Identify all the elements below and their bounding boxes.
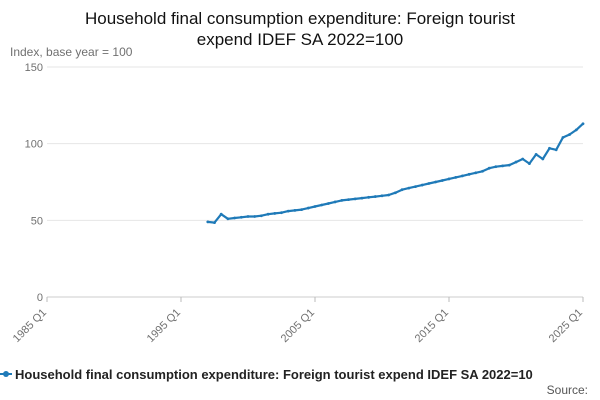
data-point — [400, 188, 404, 192]
data-point — [313, 205, 317, 208]
data-point — [521, 157, 525, 161]
series-line — [206, 122, 585, 224]
data-point — [286, 209, 290, 213]
data-point — [373, 195, 377, 198]
y-tick-label: 50 — [31, 215, 43, 227]
data-point — [320, 203, 324, 207]
data-point — [487, 166, 491, 170]
data-point — [266, 212, 270, 216]
y-axis-label: Index, base year = 100 — [10, 45, 133, 59]
data-point — [514, 160, 518, 164]
data-point — [340, 199, 344, 202]
data-point — [253, 215, 257, 218]
legend-line-marker-icon — [0, 368, 12, 380]
data-point — [367, 195, 370, 199]
data-point — [219, 212, 223, 216]
data-point — [246, 215, 250, 218]
data-point — [327, 202, 330, 205]
data-point — [233, 216, 237, 220]
x-tick-label: 2005 Q1 — [279, 307, 317, 345]
x-tick-label: 1995 Q1 — [145, 307, 183, 345]
data-point — [494, 165, 498, 169]
legend[interactable]: Household final consumption expenditure:… — [0, 365, 533, 383]
chart-title-line-2: expend IDEF SA 2022=100 — [196, 30, 404, 49]
data-point — [226, 217, 230, 221]
x-tick-label: 2025 Q1 — [547, 307, 585, 345]
data-point — [461, 174, 464, 178]
data-point — [474, 171, 478, 175]
data-point — [239, 215, 243, 219]
data-point — [467, 172, 471, 176]
data-point — [273, 212, 277, 215]
data-point — [548, 146, 551, 150]
x-tick-label: 1985 Q1 — [11, 307, 49, 345]
data-point — [434, 180, 437, 184]
data-point — [300, 208, 303, 212]
y-tick-label: 150 — [25, 62, 43, 74]
data-point — [554, 148, 558, 152]
data-point — [528, 162, 531, 166]
data-point — [333, 200, 337, 204]
data-point — [347, 198, 350, 202]
y-tick-label: 100 — [25, 139, 43, 151]
data-point — [414, 185, 417, 189]
data-point — [541, 157, 545, 161]
data-point — [353, 197, 357, 201]
data-point — [447, 177, 451, 181]
data-point — [213, 221, 216, 225]
data-point — [387, 193, 391, 197]
data-point — [574, 128, 578, 132]
data-point — [260, 214, 263, 218]
legend-series-label: Household final consumption expenditure:… — [15, 366, 533, 382]
data-point — [394, 191, 397, 195]
chart-title-line-1: Household final consumption expenditure:… — [85, 9, 515, 28]
data-point — [380, 194, 384, 198]
data-point — [427, 182, 431, 185]
data-point — [306, 206, 310, 210]
x-tick-label: 2015 Q1 — [413, 307, 451, 345]
data-point — [407, 186, 411, 190]
data-point — [581, 122, 585, 126]
y-tick-label: 0 — [37, 292, 43, 304]
chart-title: Household final consumption expenditure:… — [0, 8, 600, 50]
data-point — [293, 208, 297, 212]
data-point — [507, 163, 511, 167]
data-point — [534, 153, 538, 156]
data-point — [440, 179, 444, 182]
data-point — [360, 196, 364, 200]
data-point — [568, 133, 571, 136]
data-point — [206, 220, 210, 224]
data-point — [501, 164, 504, 168]
data-point — [481, 169, 484, 173]
data-point — [454, 176, 458, 179]
data-point — [280, 211, 283, 215]
data-point — [420, 183, 424, 187]
data-point — [561, 136, 565, 139]
source-label: Source: — [546, 383, 588, 397]
